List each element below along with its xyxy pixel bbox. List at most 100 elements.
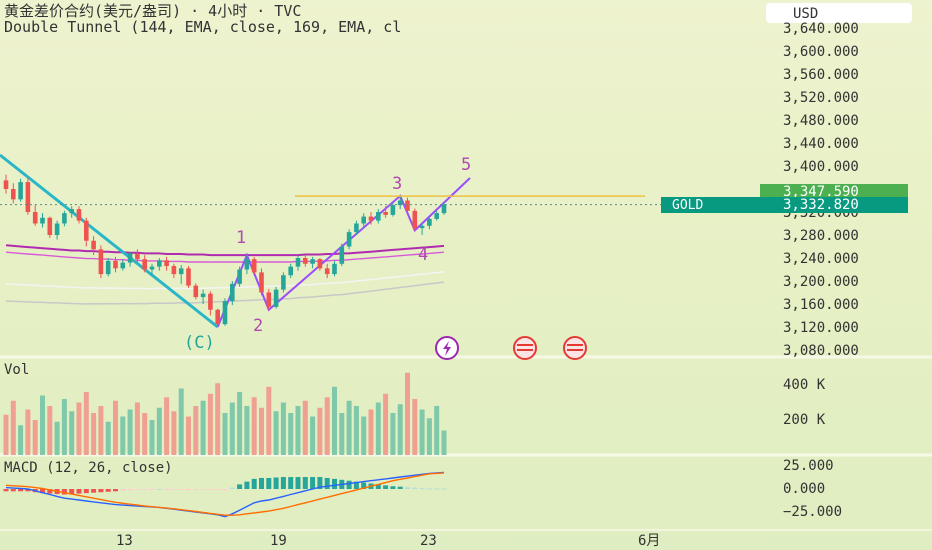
indicator-legend[interactable]: Double Tunnel (144, EMA, close, 169, EMA… (4, 18, 401, 36)
price-tick-label: 3,520.000 (783, 90, 859, 106)
volume-bar (302, 400, 308, 455)
candle-body (310, 259, 315, 264)
candle-body (339, 246, 345, 264)
us-economic-event-icon-2[interactable] (563, 336, 587, 360)
volume-bar (419, 409, 425, 455)
macd-histogram-bar (302, 477, 308, 489)
candle-body (62, 213, 67, 224)
candle-body (427, 218, 432, 226)
impulse-wave-line (216, 177, 471, 328)
candle-body (193, 285, 199, 298)
volume-bar (40, 395, 45, 455)
candle-body (361, 216, 366, 224)
candle-body (178, 268, 184, 275)
flag-stripe-icon (517, 344, 533, 346)
candle-body (288, 266, 293, 276)
volume-bar (54, 421, 60, 455)
volume-bar (412, 399, 418, 455)
flag-stripe-icon (567, 349, 583, 351)
candle-body (142, 259, 147, 270)
volume-bar (164, 397, 170, 455)
macd-histogram-bar (193, 489, 199, 490)
volume-bar (266, 386, 272, 455)
macd-histogram-bar (434, 488, 440, 490)
volume-title[interactable]: Vol (4, 362, 29, 378)
price-tick-label: 3,400.000 (783, 159, 859, 175)
candle-body (259, 272, 264, 293)
candle-body (120, 262, 126, 269)
macd-histogram-bar (244, 481, 250, 489)
volume-bar (390, 413, 396, 455)
volume-bar (353, 406, 359, 455)
currency-button-label: USD (793, 6, 818, 22)
candle-body (69, 209, 74, 214)
macd-histogram-bar (98, 489, 104, 493)
candle-body (215, 309, 220, 325)
volume-bar (273, 411, 279, 455)
candle-body (3, 180, 9, 189)
volume-bar (434, 406, 440, 455)
us-economic-event-icon[interactable] (513, 336, 537, 360)
volume-bar (207, 393, 213, 455)
volume-bar (244, 406, 250, 455)
currency-button[interactable] (766, 3, 912, 23)
volume-bar (295, 406, 301, 455)
volume-bar (361, 416, 367, 455)
macd-histogram-bar (164, 489, 170, 490)
macd-tick-0: 0.000 (783, 481, 825, 497)
volume-bar (426, 418, 432, 455)
macd-histogram-bar (186, 489, 191, 490)
macd-histogram-bar (200, 489, 206, 490)
macd-histogram-bar (280, 477, 286, 489)
macd-histogram-bar (113, 489, 118, 492)
macd-histogram-bar (353, 481, 359, 489)
price-tick-label: 3,160.000 (783, 297, 859, 313)
volume-bar (441, 430, 447, 455)
price-axis[interactable]: 3,600.000 3,560.000 3,520.000 3,480.000 3,44… (783, 44, 859, 359)
macd-histogram-bar (259, 477, 264, 489)
macd-histogram-bar (273, 477, 279, 489)
volume-bar (61, 399, 67, 455)
macd-histogram-bar (207, 489, 213, 490)
gold-symbol-label: GOLD (672, 198, 703, 213)
macd-histogram-bar (324, 477, 330, 489)
volume-bar (105, 421, 111, 455)
candle-body (47, 217, 53, 235)
macd-series (3, 471, 447, 518)
candle-body (251, 259, 257, 273)
candle-body (412, 210, 418, 229)
macd-histogram-bar (332, 478, 337, 489)
macd-histogram-bar (383, 485, 389, 489)
last-price-label: 3,332.820 (783, 197, 859, 213)
macd-title[interactable]: MACD (12, 26, close) (4, 460, 173, 476)
symbol-title[interactable]: 黄金差价合约(美元/盎司) · 4小时 · TVC (4, 2, 301, 20)
price-tick-label: 3,280.000 (783, 228, 859, 244)
ema-169-line (5, 251, 445, 263)
time-tick-13: 13 (116, 533, 133, 549)
resistance-price-label: 3,347.590 (783, 184, 859, 200)
volume-bar (375, 402, 381, 455)
candle-body (237, 269, 242, 284)
macd-histogram-bar (171, 489, 177, 490)
macd-histogram-bar (25, 489, 31, 492)
candle-body (266, 292, 272, 307)
volume-tick-200k: 200 K (783, 412, 826, 428)
volume-bar (149, 420, 155, 455)
macd-histogram-bar (142, 489, 148, 490)
candle-body (18, 182, 23, 200)
candle-body (157, 260, 162, 267)
volume-bar (25, 409, 31, 455)
macd-histogram-bar (441, 488, 447, 490)
candle-body (200, 293, 206, 298)
elliott-wave-annotations (0, 153, 471, 329)
time-tick-23: 23 (420, 533, 437, 549)
candle-body (76, 209, 82, 221)
volume-bar (280, 402, 286, 455)
wave-label-5: 5 (461, 155, 471, 175)
macd-histogram-bar (215, 489, 221, 490)
macd-histogram-bar (127, 489, 133, 491)
macd-histogram-bar (317, 477, 323, 489)
candle-body (98, 249, 104, 275)
